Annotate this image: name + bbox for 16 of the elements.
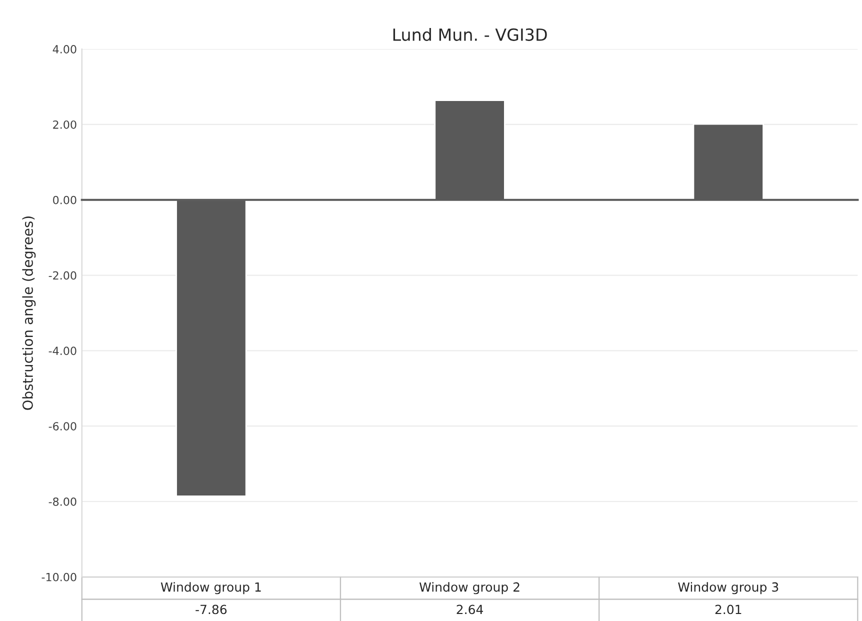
y-axis-title: Obstruction angle (degrees)	[22, 216, 36, 410]
data-label: -7.86	[196, 604, 227, 614]
y-tick-label: -2.00	[48, 271, 76, 280]
y-tick-label: -10.00	[42, 572, 76, 582]
y-tick-label: -8.00	[48, 497, 76, 506]
chart-title: Lund Mun. - VGI3D	[393, 28, 547, 41]
y-tick-label: -6.00	[48, 422, 76, 430]
y-tick-label: -4.00	[48, 346, 76, 356]
y-tick-label: 0.00	[53, 196, 76, 204]
x-tick-label: Window group 2	[419, 582, 520, 594]
x-tick-label: Window group 1	[160, 582, 261, 594]
x-tick-label: Window group 3	[678, 582, 778, 594]
y-tick-label: 4.00	[52, 45, 76, 54]
data-label: 2.01	[715, 604, 742, 614]
y-tick-label: 2.00	[53, 120, 76, 129]
data-label: 2.64	[456, 604, 484, 614]
